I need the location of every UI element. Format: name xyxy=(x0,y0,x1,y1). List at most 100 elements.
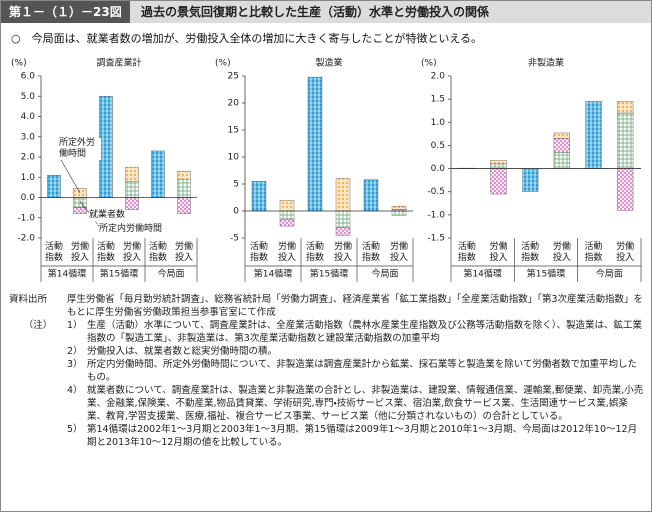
y-tick-label: -2.0 xyxy=(17,234,35,244)
y-tick-label: 0.0 xyxy=(21,193,36,203)
x-tick-label: 労働投入 xyxy=(389,242,408,263)
figure-number: 第１－（１）－23図 xyxy=(1,1,130,23)
x-tick-label: 活動指数 xyxy=(521,242,540,263)
bar-segment xyxy=(177,179,191,198)
x-tick-label: 活動指数 xyxy=(584,242,603,263)
y-axis-unit: (%) xyxy=(11,59,27,69)
y-tick-label: 20 xyxy=(228,99,240,109)
y-tick-label: 3.0 xyxy=(21,132,36,142)
y-tick-label: 10 xyxy=(228,153,240,163)
y-tick-label: 25 xyxy=(228,72,239,82)
group-label: 第14循環 xyxy=(254,268,292,280)
note-item: 5） 第14循環は2002年1～3月期と2003年1～3月期、第15循環は2009… xyxy=(67,423,645,449)
x-tick-label: 労働投入 xyxy=(70,242,89,263)
x-tick-label: 労働投入 xyxy=(174,242,193,263)
bar-segment xyxy=(251,181,267,212)
bar-segment xyxy=(177,170,191,180)
y-tick-label: 15 xyxy=(228,126,239,136)
y-tick-label: 5.0 xyxy=(21,92,36,102)
bar-segment xyxy=(307,76,323,212)
bar-segment xyxy=(617,168,634,211)
notes-label: （注） xyxy=(23,320,53,331)
y-tick-label: 1.0 xyxy=(21,173,36,183)
y-tick-label: -1.0 xyxy=(17,213,35,223)
bar-segment xyxy=(125,166,139,182)
y-tick-label: 0.5 xyxy=(431,141,445,151)
bar-segment xyxy=(125,181,139,198)
y-tick-label: 0.0 xyxy=(431,164,446,174)
bar-segment xyxy=(363,179,379,212)
bar-segment xyxy=(553,132,570,139)
bar-segment xyxy=(490,160,507,165)
bar-segment xyxy=(335,226,351,236)
note-text: 労働投入は、就業者数と総実労働時間の積。 xyxy=(87,346,278,357)
x-tick-label: 労働投入 xyxy=(489,242,508,263)
group-label: 第15循環 xyxy=(310,268,348,280)
x-tick-label: 活動指数 xyxy=(249,242,268,263)
group-label: 第15循環 xyxy=(527,268,565,280)
bar-segment xyxy=(279,210,295,220)
chart-title: 調査産業計 xyxy=(96,57,141,69)
series-callout: 所定外労働時間 xyxy=(59,138,101,160)
note-number: 3） xyxy=(67,359,83,370)
y-axis-unit: (%) xyxy=(215,59,231,69)
bar-segment xyxy=(617,101,634,114)
bar-segment xyxy=(335,210,351,228)
series-callout: 就業者数 xyxy=(89,210,126,221)
bar-segment xyxy=(151,150,165,198)
group-label: 今局面 xyxy=(371,268,398,280)
group-label: 第14循環 xyxy=(463,268,501,280)
x-tick-label: 労働投入 xyxy=(333,242,352,263)
bar-segment xyxy=(47,175,61,198)
y-tick-label: 1.0 xyxy=(431,118,446,128)
y-tick-label: 1.5 xyxy=(431,95,445,105)
source-text: 厚生労働省「毎月勤労統計調査」、総務省統計局「労働力調査」、経済産業省「鉱工業指… xyxy=(67,294,644,318)
bar-segment xyxy=(99,96,113,198)
y-tick-label: 0 xyxy=(233,207,239,217)
chart-title: 非製造業 xyxy=(528,57,564,69)
y-tick-label: -5 xyxy=(230,234,239,244)
bar-segment xyxy=(490,163,507,169)
bar-segment xyxy=(391,205,407,210)
x-tick-label: 労働投入 xyxy=(616,242,635,263)
group-label: 今局面 xyxy=(596,268,623,280)
x-tick-label: 労働投入 xyxy=(277,242,296,263)
y-tick-label: 4.0 xyxy=(21,112,36,122)
x-tick-label: 労働投入 xyxy=(122,242,141,263)
x-tick-label: 活動指数 xyxy=(96,242,115,263)
bar-segment xyxy=(125,197,139,210)
x-tick-label: 活動指数 xyxy=(361,242,380,263)
note-number: 1） xyxy=(67,320,83,331)
note-item: 2） 労働投入は、就業者数と総実労働時間の積。 xyxy=(67,345,645,358)
bar-segment xyxy=(553,138,570,153)
bar-segment xyxy=(335,178,351,212)
note-number: 4） xyxy=(67,385,83,396)
group-label: 第14循環 xyxy=(48,268,86,280)
y-tick-label: 5 xyxy=(233,180,239,190)
bar-segment xyxy=(490,168,507,195)
y-axis-unit: (%) xyxy=(421,59,437,69)
charts: 調査産業計 (%) -2.0 -1.0 0.0 1.0 2.0 3.0 4.0 5.0 6.0 第14… xyxy=(11,57,642,282)
bar-segment xyxy=(585,101,602,169)
source-label: 資料出所 xyxy=(9,294,48,305)
note-item: 4） 就業者数について、調査産業計は、製造業と非製造業の合計とし、非製造業は、建設… xyxy=(67,384,645,423)
figure-title: 過去の景気回復期と比較した生産（活動）水準と労働投入の関係 xyxy=(141,5,490,19)
y-tick-label: -1.0 xyxy=(427,210,445,220)
y-tick-label: -0.5 xyxy=(427,187,445,197)
callout-line xyxy=(79,202,92,216)
x-tick-label: 活動指数 xyxy=(457,242,476,263)
bar-segment xyxy=(279,199,295,212)
note-number: 5） xyxy=(67,424,83,435)
note-text: 所定内労働時間、所定外労働時間について、非製造業は調査産業計から鉱業、採石業等と… xyxy=(87,359,637,383)
y-tick-label: 6.0 xyxy=(21,72,36,82)
bar-segment xyxy=(177,197,191,214)
bar-segment xyxy=(617,112,634,169)
note-item: 3） 所定内労働時間、所定外労働時間について、非製造業は調査産業計から鉱業、採石業… xyxy=(67,358,645,384)
note-items: 1） 生産（活動）水準について、調査産業計は、全産業活動指数（農林水産業生産指数及… xyxy=(67,319,645,449)
bar-segment xyxy=(391,210,407,216)
header: 第１－（１）－23図 過去の景気回復期と比較した生産（活動）水準と労働投入の関係 xyxy=(1,1,651,23)
note-text: 生産（活動）水準について、調査産業計は、全産業活動指数（農林水産業生産指数及び公… xyxy=(87,320,642,344)
y-tick-label: 2.0 xyxy=(431,72,446,82)
note-text: 就業者数について、調査産業計は、製造業と非製造業の合計とし、非製造業は、建設業、… xyxy=(87,385,644,422)
